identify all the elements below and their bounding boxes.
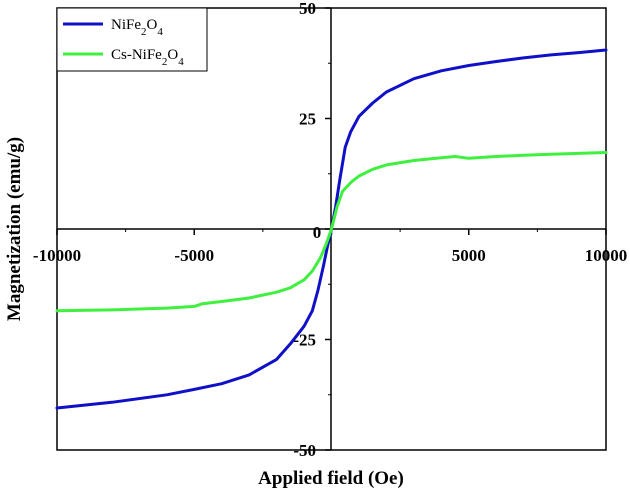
axes: -10000 -5000 5000 10000 -50 -25 25 50 0: [33, 0, 627, 460]
y-tick-label: 50: [299, 0, 316, 18]
series-layer: [55, 48, 608, 410]
x-tick-label: 5000: [452, 246, 486, 265]
x-tick-label: -5000: [174, 246, 214, 265]
legend: NiFe2O4 Cs-NiFe2O4: [56, 7, 208, 72]
y-axis-title: Magnetization (emu/g): [4, 137, 25, 321]
y-tick-label: -25: [293, 331, 316, 350]
x-tick-label: -10000: [33, 246, 81, 265]
x-tick-label: 10000: [585, 246, 628, 265]
legend-label-1: NiFe2O4: [111, 17, 163, 38]
origin-tick-label: 0: [313, 223, 322, 242]
y-tick-label: 25: [299, 110, 316, 129]
legend-box: [56, 7, 208, 72]
x-axis-title: Applied field (Oe): [258, 468, 404, 489]
series-line-2: [55, 151, 608, 313]
y-tick-label: -50: [293, 441, 316, 460]
legend-label-2: Cs-NiFe2O4: [111, 47, 184, 68]
